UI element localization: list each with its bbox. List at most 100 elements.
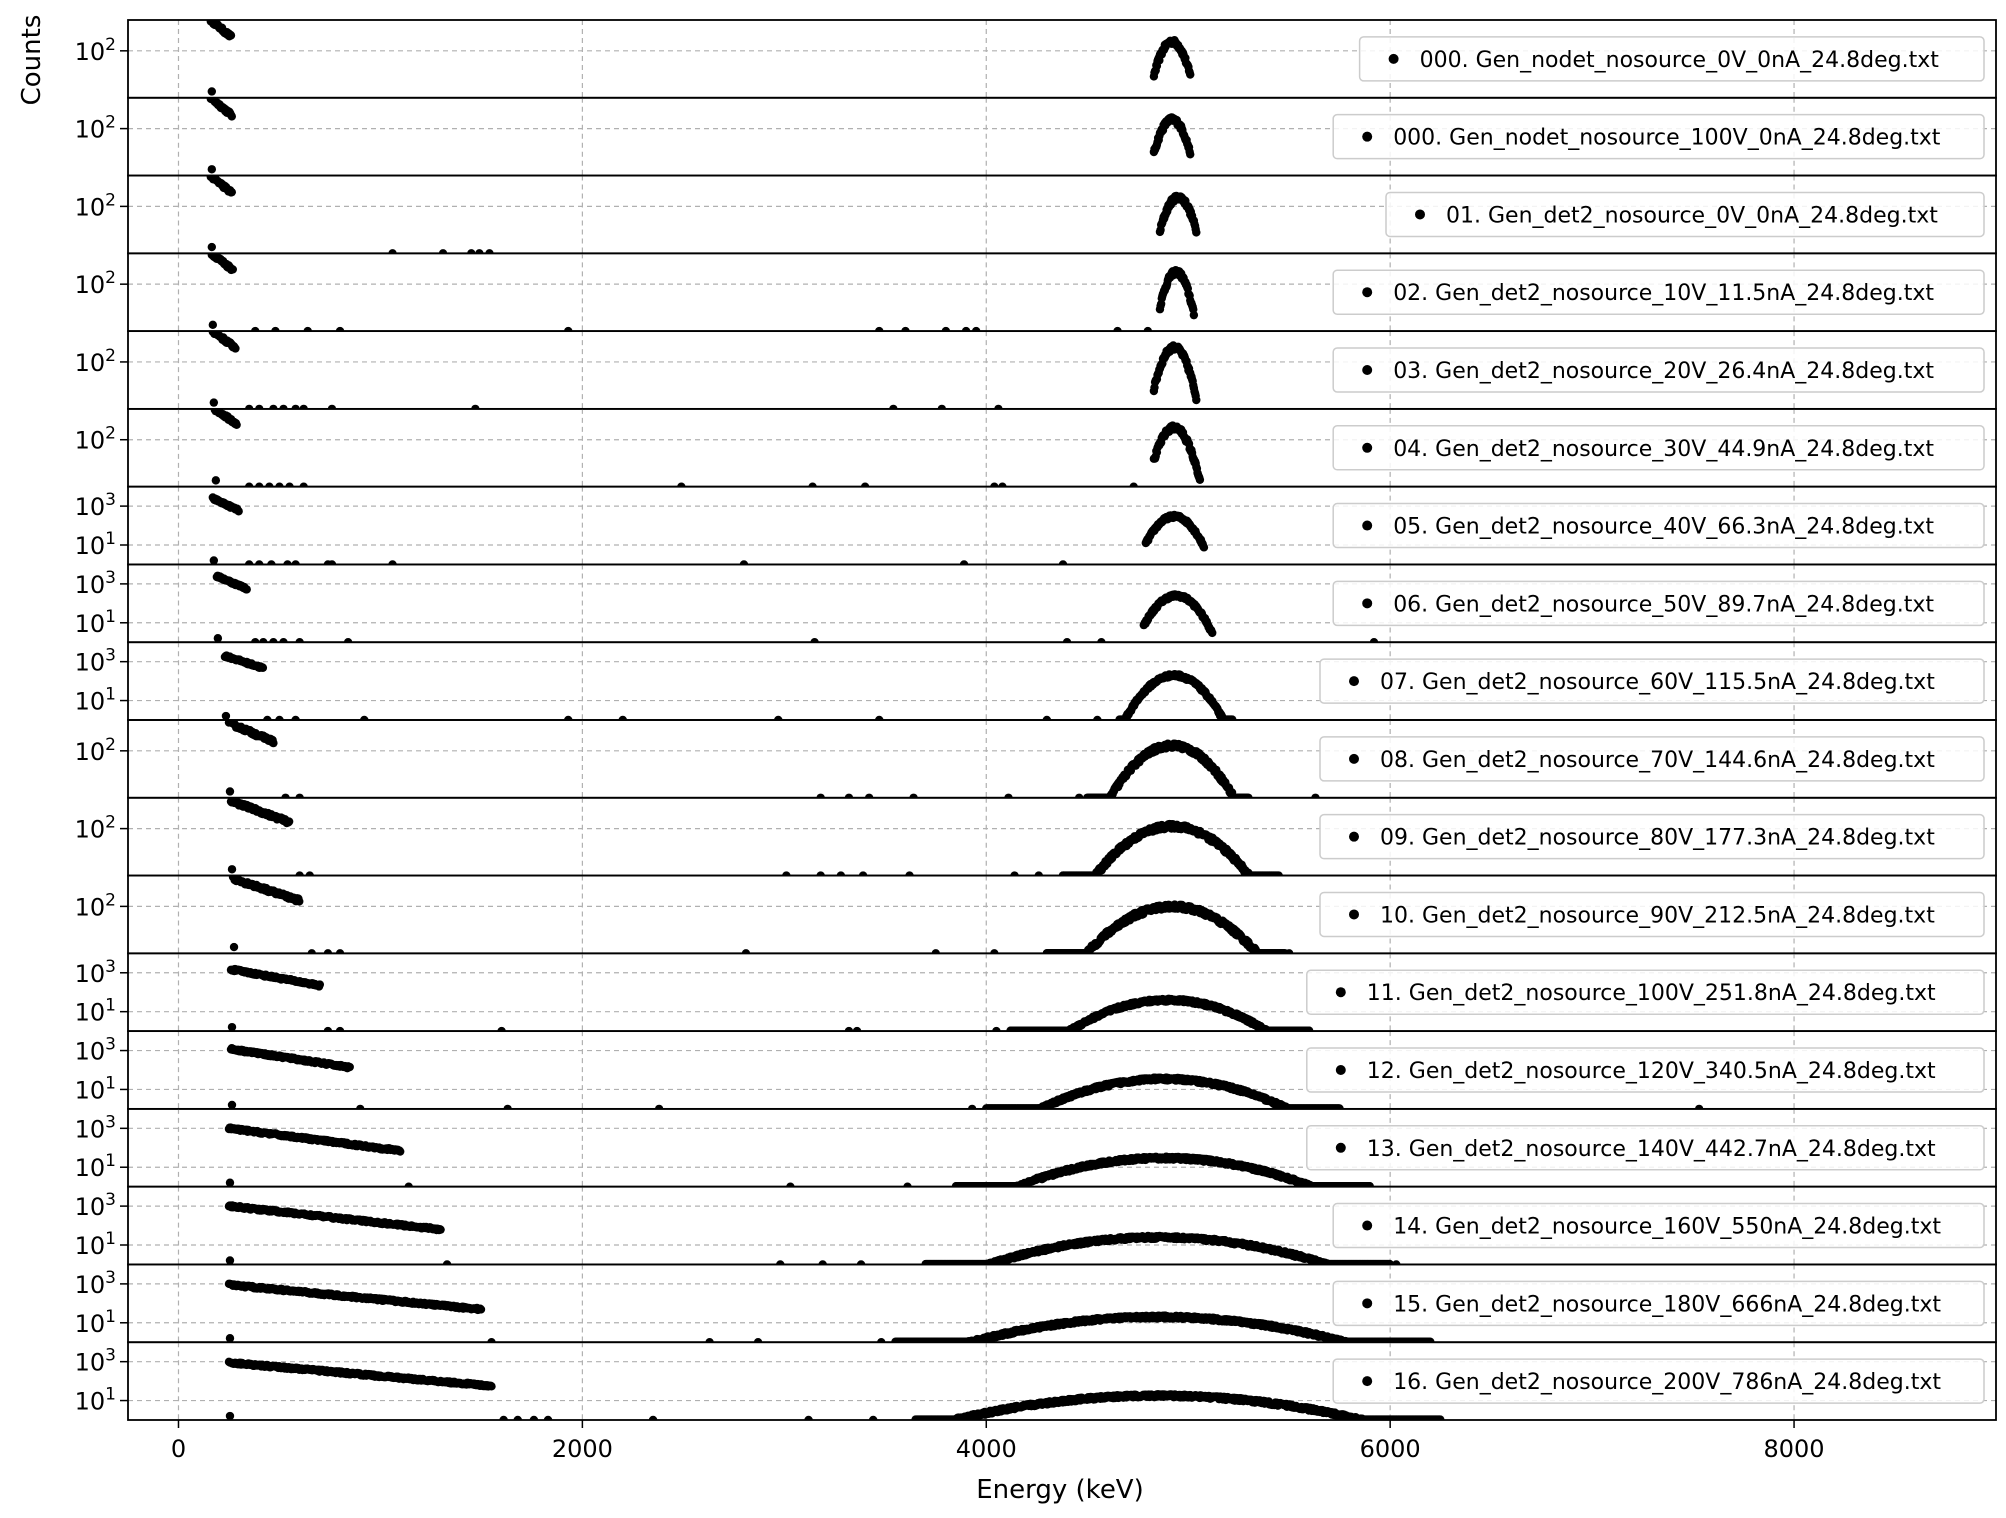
outlier-point bbox=[327, 560, 337, 565]
legend-6: 05. Gen_det2_nosource_40V_66.3nA_24.8deg… bbox=[1332, 502, 1985, 549]
y-tick-label: 103 bbox=[75, 568, 116, 599]
series-points bbox=[207, 253, 1199, 332]
panel-3: 102 02. Gen_det2_nosource_10V_11.5nA_24.8… bbox=[75, 252, 1997, 333]
outlier-point bbox=[295, 871, 304, 876]
data-point bbox=[1365, 1182, 1374, 1187]
outlier-point bbox=[295, 638, 304, 643]
outlier-point bbox=[259, 638, 268, 643]
legend-0: 000. Gen_nodet_nosource_0V_0nA_24.8deg.t… bbox=[1358, 36, 1985, 82]
legend-box bbox=[1319, 891, 1985, 938]
legend-marker bbox=[1335, 1065, 1346, 1075]
series-points bbox=[228, 875, 1294, 954]
y-tick-label: 103 bbox=[75, 1190, 116, 1221]
data-point bbox=[396, 1147, 405, 1156]
outlier-point bbox=[244, 560, 254, 565]
outlier-point bbox=[404, 1182, 413, 1187]
outlier-point bbox=[739, 560, 749, 565]
outlier-point bbox=[388, 560, 397, 565]
outlier-point bbox=[503, 1104, 512, 1109]
legend-marker bbox=[1415, 209, 1425, 220]
outlier-point bbox=[335, 1026, 345, 1032]
y-tick-label: 103 bbox=[75, 1112, 116, 1143]
legend-label: 04. Gen_det2_nosource_30V_44.9nA_24.8deg… bbox=[1393, 437, 1934, 462]
data-point bbox=[1186, 150, 1195, 159]
outlier-point bbox=[992, 1026, 1001, 1032]
outlier-point bbox=[941, 326, 951, 332]
outlier-point bbox=[360, 715, 369, 721]
outlier-point bbox=[564, 326, 573, 332]
outlier-point bbox=[327, 404, 337, 409]
outlier-point bbox=[269, 404, 278, 409]
outlier-point bbox=[816, 793, 825, 798]
outlier-point bbox=[971, 326, 981, 332]
legend-marker bbox=[1335, 987, 1346, 998]
outlier-point bbox=[1062, 638, 1072, 643]
outlier-point bbox=[1369, 638, 1379, 643]
y-tick-label: 102 bbox=[75, 268, 116, 299]
y-tick-label: 101 bbox=[75, 1229, 116, 1260]
legend-label: 07. Gen_det2_nosource_60V_115.5nA_24.8de… bbox=[1380, 670, 1935, 695]
outlier-point bbox=[299, 404, 308, 409]
data-point bbox=[242, 585, 251, 594]
legend-label: 11. Gen_det2_nosource_100V_251.8nA_24.8d… bbox=[1367, 981, 1936, 1006]
outlier-point bbox=[905, 871, 914, 876]
data-point bbox=[227, 1022, 237, 1032]
outlier-point bbox=[323, 949, 333, 954]
outlier-point bbox=[255, 482, 264, 487]
legend-box bbox=[1358, 36, 1985, 82]
outlier-point bbox=[1042, 949, 1052, 954]
legend-label: 02. Gen_det2_nosource_10V_11.5nA_24.8deg… bbox=[1393, 281, 1934, 306]
legend-label: 08. Gen_det2_nosource_70V_144.6nA_24.8de… bbox=[1380, 748, 1935, 773]
data-point bbox=[227, 187, 237, 197]
y-tick-label: 102 bbox=[75, 346, 116, 377]
outlier-point bbox=[285, 482, 294, 487]
data-point bbox=[1208, 628, 1217, 638]
legend-marker bbox=[1388, 53, 1399, 64]
series-points bbox=[226, 964, 1314, 1032]
legend-label: 000. Gen_nodet_nosource_100V_0nA_24.8deg… bbox=[1393, 126, 1941, 151]
outlier-point bbox=[1694, 1104, 1704, 1109]
data-point bbox=[226, 31, 236, 40]
outlier-point bbox=[889, 404, 898, 409]
data-point bbox=[1189, 310, 1199, 320]
legend-label: 05. Gen_det2_nosource_40V_66.3nA_24.8deg… bbox=[1393, 515, 1934, 540]
legend-8: 07. Gen_det2_nosource_60V_115.5nA_24.8de… bbox=[1319, 658, 1985, 704]
y-tick-label: 101 bbox=[75, 1151, 116, 1182]
outlier-point bbox=[875, 715, 884, 721]
outlier-point bbox=[291, 404, 300, 409]
outlier-point bbox=[1034, 871, 1043, 876]
legend-9: 08. Gen_det2_nosource_70V_144.6nA_24.8de… bbox=[1319, 736, 1985, 782]
outlier-point bbox=[1311, 793, 1320, 798]
data-point bbox=[258, 663, 268, 672]
outlier-point bbox=[1074, 793, 1084, 798]
outlier-point bbox=[283, 560, 292, 565]
outlier-point bbox=[741, 949, 751, 954]
legend-box bbox=[1306, 1047, 1985, 1093]
y-tick-label: 103 bbox=[75, 646, 116, 677]
legend-label: 01. Gen_det2_nosource_0V_0nA_24.8deg.txt bbox=[1446, 203, 1938, 228]
data-point bbox=[221, 711, 231, 721]
data-point bbox=[1244, 793, 1253, 798]
stacked-panels: 102 000. Gen_nodet_nosource_0V_0nA_24.8de… bbox=[75, 19, 1997, 1421]
outlier-point bbox=[782, 871, 791, 876]
outlier-point bbox=[858, 871, 868, 876]
data-point bbox=[208, 320, 218, 330]
legend-marker bbox=[1349, 831, 1359, 842]
series-points bbox=[210, 408, 1205, 487]
y-tick-label: 103 bbox=[75, 1035, 116, 1066]
legend-marker bbox=[1362, 365, 1373, 375]
data-point bbox=[213, 634, 223, 643]
outlier-point bbox=[677, 482, 686, 487]
legend-box bbox=[1319, 736, 1985, 782]
